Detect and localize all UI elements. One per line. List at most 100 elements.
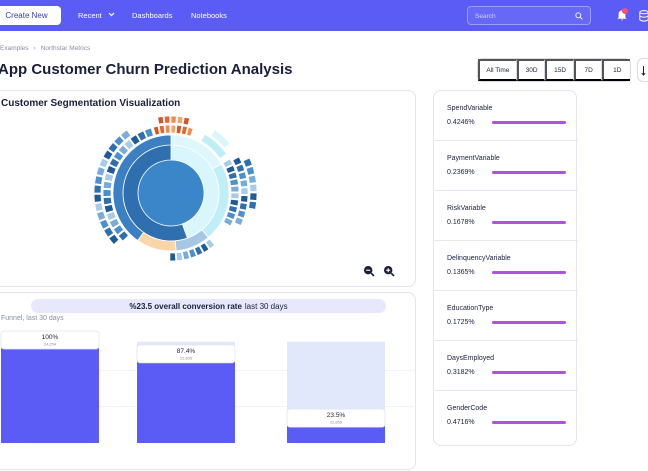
funnel-bar[interactable] [1, 333, 99, 443]
variable-row[interactable]: RiskVariable 0.1678% [434, 191, 578, 241]
sunburst-segment[interactable] [180, 125, 188, 136]
sunburst-segment[interactable] [233, 216, 244, 227]
sunburst-segment[interactable] [245, 165, 256, 176]
sunburst-segment[interactable] [235, 163, 246, 174]
sunburst-segment[interactable] [105, 211, 117, 222]
sunburst-segment[interactable] [102, 180, 113, 190]
sunburst-segment[interactable] [247, 174, 257, 184]
sunburst-segment[interactable] [175, 124, 183, 135]
sunburst-segment[interactable] [170, 115, 177, 124]
sunburst-segment[interactable] [108, 233, 120, 246]
sunburst-segment[interactable] [93, 184, 102, 194]
variable-row[interactable]: DaysEmployed 0.3182% [434, 341, 578, 391]
sunburst-segment[interactable] [107, 141, 119, 154]
zoom-in-icon[interactable] [383, 265, 395, 277]
sunburst-segment[interactable] [200, 133, 228, 160]
sunburst-segment[interactable] [240, 187, 249, 195]
nav-dashboards[interactable]: Dashboards [132, 0, 172, 31]
sunburst-segment[interactable] [186, 126, 194, 137]
sunburst-segment[interactable] [237, 171, 248, 181]
breadcrumb-northstar[interactable]: Northstar Metrics [40, 45, 91, 52]
sunburst-segment[interactable] [227, 205, 238, 214]
sunburst-segment[interactable] [240, 195, 249, 203]
sunburst-segment[interactable] [164, 124, 171, 134]
sunburst-segment[interactable] [163, 115, 171, 124]
search-icon[interactable] [575, 12, 583, 20]
sunburst-segment[interactable] [108, 157, 121, 169]
sunburst-segment[interactable] [113, 135, 125, 147]
variable-row[interactable]: DelinquencyVariable 0.1365% [434, 241, 578, 291]
sunburst-segment[interactable] [136, 130, 148, 142]
create-new-button[interactable]: Create New [0, 6, 61, 25]
sunburst-segment[interactable] [102, 196, 113, 206]
range-7d-button[interactable]: 7D [573, 59, 603, 81]
sunburst-center[interactable] [138, 160, 204, 226]
sort-button[interactable] [637, 58, 648, 82]
sunburst-segment[interactable] [232, 156, 243, 167]
sunburst-segment[interactable] [225, 211, 237, 221]
sunburst-segment[interactable] [108, 217, 121, 229]
sunburst-segment[interactable] [229, 198, 240, 207]
sunburst-segment[interactable] [157, 115, 165, 125]
sunburst-segment[interactable] [242, 157, 253, 168]
sunburst-segment[interactable] [193, 245, 204, 257]
sunburst-segment[interactable] [117, 144, 130, 156]
sunburst-segment[interactable] [239, 179, 249, 188]
sunburst-segment[interactable] [169, 252, 177, 262]
sunburst-segment[interactable] [238, 202, 248, 211]
sunburst-segment[interactable] [210, 129, 231, 149]
sunburst-segment[interactable] [112, 134, 172, 242]
sunburst-segment[interactable] [236, 209, 247, 219]
sunburst-segment[interactable] [96, 210, 107, 222]
variable-row[interactable]: SpendVariable 0.4246% [434, 91, 578, 141]
sunburst-segment[interactable] [227, 171, 238, 180]
sunburst-segment[interactable] [103, 203, 115, 214]
sunburst-segment[interactable] [222, 158, 234, 169]
sunburst-segment[interactable] [98, 157, 110, 169]
sunburst-segment[interactable] [182, 116, 191, 126]
range-15d-button[interactable]: 15D [545, 59, 574, 81]
sunburst-segment[interactable] [204, 238, 216, 250]
sunburst-segment[interactable] [199, 242, 210, 254]
sunburst-segment[interactable] [119, 129, 132, 141]
search-box[interactable] [467, 6, 591, 25]
sunburst-segment[interactable] [93, 193, 102, 203]
sunburst-segment[interactable] [158, 124, 166, 135]
sunburst-segment[interactable] [222, 216, 234, 227]
sunburst-segment[interactable] [112, 150, 125, 162]
sunburst-segment[interactable] [230, 185, 240, 193]
variable-row[interactable]: GenderCode 0.4716% [434, 391, 578, 441]
sunburst-segment[interactable] [143, 127, 154, 139]
sunburst-segment[interactable] [123, 138, 135, 151]
sunburst-segment[interactable] [105, 164, 117, 175]
sunburst-segment[interactable] [170, 124, 177, 134]
sunburst-segment[interactable] [230, 192, 240, 200]
sunburst-segment[interactable] [117, 230, 130, 242]
sunburst-segment[interactable] [103, 172, 115, 183]
breadcrumb-examples[interactable]: Examples [0, 45, 29, 52]
sunburst-segment[interactable] [94, 202, 104, 213]
zoom-out-icon[interactable] [363, 265, 375, 277]
sunburst-segment[interactable] [112, 224, 125, 236]
sunburst-segment[interactable] [129, 134, 141, 146]
sunburst-segment[interactable] [102, 189, 112, 197]
search-input[interactable] [475, 10, 570, 22]
database-icon[interactable] [639, 10, 648, 22]
sunburst-segment[interactable] [152, 125, 161, 136]
sunburst-segment[interactable] [248, 200, 257, 210]
nav-notebooks[interactable]: Notebooks [191, 0, 227, 31]
sunburst-segment[interactable] [249, 183, 258, 193]
range-all-time-button[interactable]: All Time [478, 59, 517, 81]
sunburst-segment[interactable] [99, 218, 110, 230]
variable-row[interactable]: PaymentVariable 0.2369% [434, 141, 578, 191]
sunburst-segment[interactable] [229, 178, 239, 187]
nav-recent[interactable]: Recent [78, 0, 115, 31]
range-1d-button[interactable]: 1D [602, 59, 631, 81]
sunburst-segment[interactable] [249, 192, 258, 201]
sunburst-segment[interactable] [103, 226, 115, 238]
sunburst-segment[interactable] [176, 115, 184, 125]
sunburst-segment[interactable] [95, 166, 106, 177]
variable-row[interactable]: EducationType 0.1725% [434, 291, 578, 341]
sunburst-segment[interactable] [188, 248, 197, 259]
sunburst-segment[interactable] [94, 175, 104, 185]
